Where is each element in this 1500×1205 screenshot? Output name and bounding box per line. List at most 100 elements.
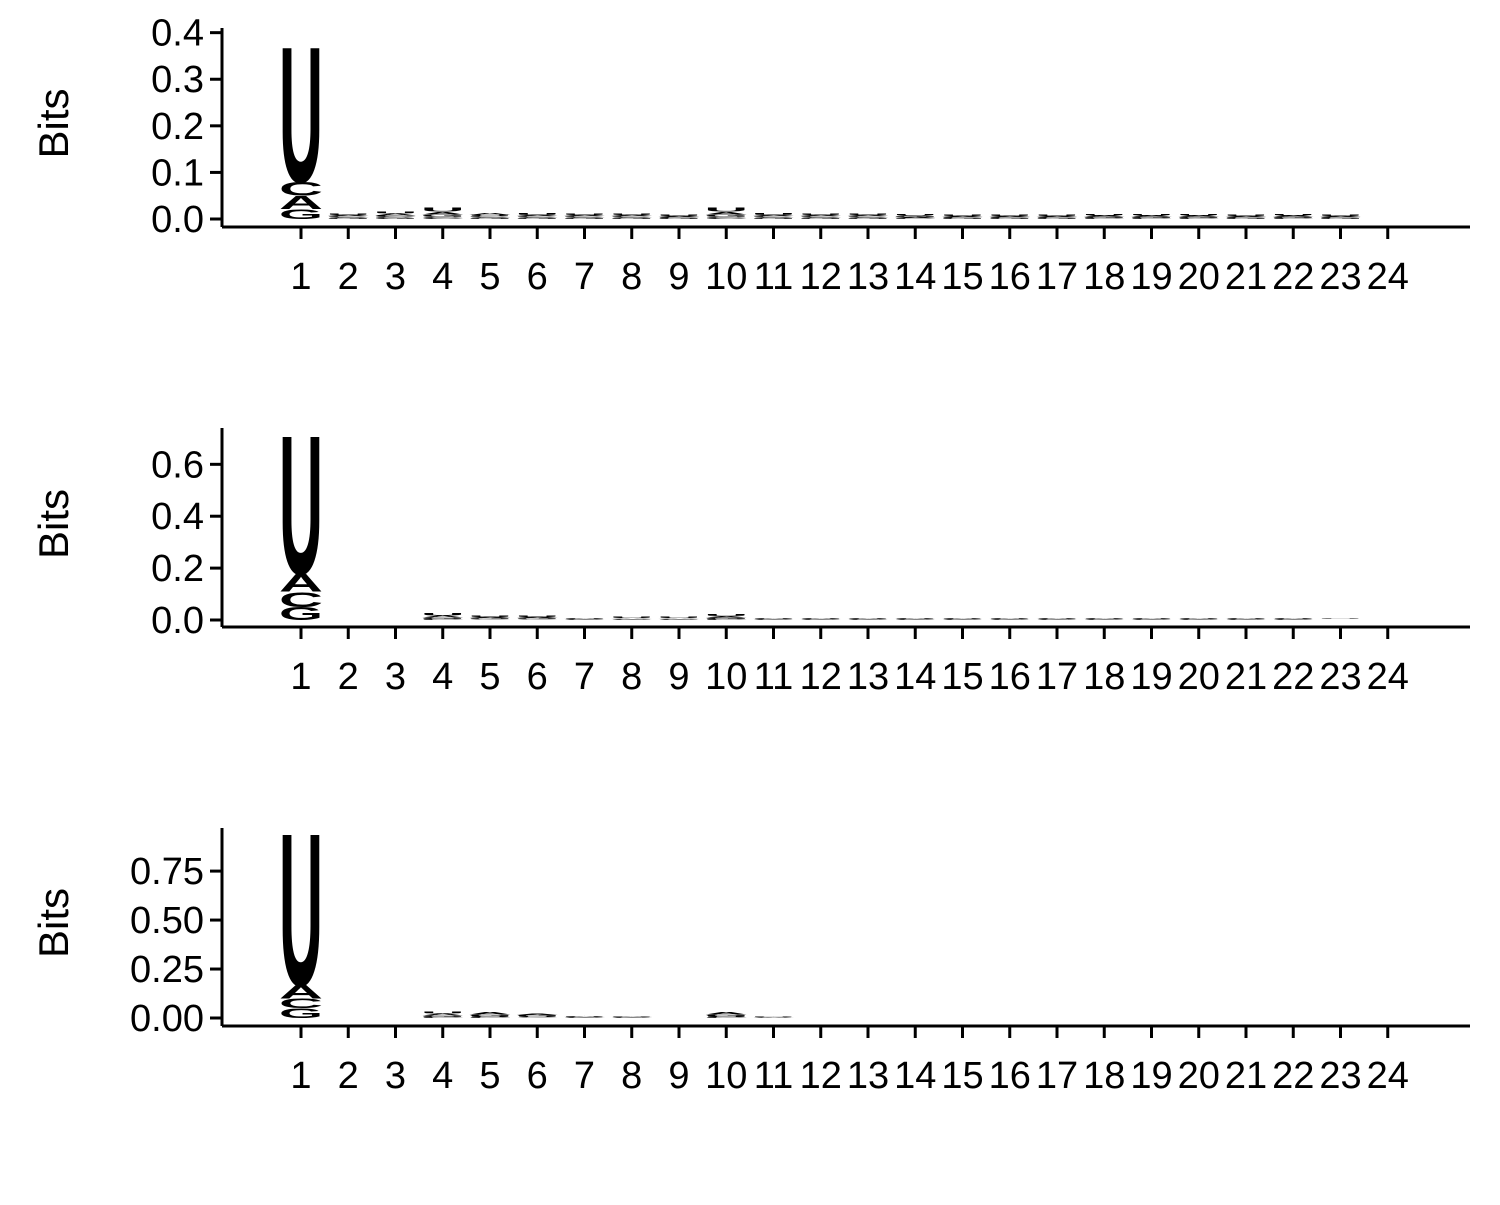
x-tick-label: 8	[621, 656, 642, 698]
x-tick-label: 8	[621, 1055, 642, 1097]
y-axis-label: Bits	[30, 489, 77, 559]
logo-letter-u: U	[1082, 617, 1126, 618]
logo-letter-u: U	[704, 614, 748, 617]
x-tick-label: 20	[1178, 1055, 1220, 1097]
logo-letter-u: U	[563, 213, 607, 215]
x-tick-label: 23	[1319, 256, 1361, 298]
x-tick-label: 5	[479, 1055, 500, 1097]
logo-letter-u: U	[657, 617, 701, 619]
x-tick-label: 16	[989, 1055, 1031, 1097]
logo-letter-u: U	[421, 612, 465, 616]
x-tick-label: 21	[1225, 656, 1267, 698]
x-tick-label: 7	[574, 1055, 595, 1097]
logo-letter-u: U	[846, 213, 890, 215]
x-tick-label: 24	[1367, 256, 1409, 298]
y-axis-label: Bits	[30, 888, 77, 958]
x-tick-label: 2	[338, 256, 359, 298]
x-tick-label: 16	[989, 256, 1031, 298]
x-tick-label: 18	[1083, 1055, 1125, 1097]
logo-letter-u: U	[799, 213, 843, 215]
x-tick-label: 7	[574, 656, 595, 698]
logo-letter-u: U	[279, 395, 323, 617]
x-tick-label: 20	[1178, 256, 1220, 298]
x-tick-label: 23	[1319, 656, 1361, 698]
logo-letter-u: U	[326, 213, 370, 215]
y-tick-label: 0.6	[151, 444, 204, 486]
x-tick-label: 14	[894, 1055, 936, 1097]
logo-letter-u: U	[799, 617, 843, 618]
logo-letter-u: U	[1318, 619, 1362, 620]
logo-letter-u: U	[610, 213, 654, 215]
x-tick-label: 22	[1272, 256, 1314, 298]
logo-letter-u: U	[1035, 214, 1079, 216]
y-tick-label: 0.4	[151, 496, 204, 538]
x-tick-label: 11	[754, 656, 793, 698]
x-tick-label: 5	[479, 656, 500, 698]
logo-letter-a: A	[468, 1011, 512, 1015]
logo-letter-u: U	[562, 617, 606, 618]
logo-letter-u: U	[421, 1011, 465, 1014]
logo-letter-u: U	[515, 616, 559, 618]
x-tick-label: 22	[1272, 1055, 1314, 1097]
logo-letter-u: U	[988, 214, 1032, 216]
y-tick-label: 0.0	[151, 199, 204, 241]
logo-letter-u: U	[610, 617, 654, 619]
y-tick-label: 0.75	[130, 851, 204, 893]
x-tick-label: 3	[385, 1055, 406, 1097]
x-tick-label: 24	[1367, 1055, 1409, 1097]
logo-letter-u: U	[1082, 214, 1126, 216]
x-tick-label: 11	[754, 1055, 793, 1097]
x-tick-label: 1	[290, 256, 311, 298]
logo-letter-u: U	[279, 8, 323, 224]
logo-letter-a: A	[515, 1013, 559, 1015]
y-tick-label: 0.00	[130, 998, 204, 1040]
x-tick-label: 6	[527, 1055, 548, 1097]
x-tick-label: 4	[432, 256, 453, 298]
x-tick-label: 19	[1130, 256, 1172, 298]
x-tick-label: 6	[527, 256, 548, 298]
x-tick-label: 9	[668, 656, 689, 698]
x-tick-label: 3	[385, 256, 406, 298]
x-tick-label: 19	[1130, 656, 1172, 698]
logo-letter-a: A	[562, 1015, 606, 1016]
logo-letter-u: U	[704, 207, 748, 213]
logo-letter-a: A	[704, 1011, 748, 1015]
x-tick-label: 17	[1036, 656, 1078, 698]
y-tick-label: 0.2	[151, 106, 204, 148]
x-tick-label: 14	[894, 656, 936, 698]
logo-panel-1: 0.00.10.20.30.4Bits1 2 3 4 5 6 7 8 9 10 11 12 13 14 15…	[30, 8, 1470, 298]
logo-letter-u: U	[893, 618, 937, 619]
logo-letter-u: U	[893, 214, 937, 216]
y-tick-label: 0.1	[151, 152, 204, 194]
logo-panel-3: 0.000.250.500.75Bits1 2 3 4 5 6 7 8 9 10 11 12 13 14 1…	[30, 787, 1470, 1097]
logo-letter-u: U	[1271, 214, 1315, 216]
logo-letter-u: U	[1177, 617, 1221, 618]
x-tick-label: 9	[668, 1055, 689, 1097]
x-tick-label: 3	[385, 656, 406, 698]
x-tick-label: 14	[894, 256, 936, 298]
logo-letter-u: U	[751, 617, 795, 618]
logo-letter-u: U	[374, 211, 418, 214]
logo-panel-2: 0.00.20.40.6Bits1 2 3 4 5 6 7 8 9 10 11 12 13 14 15 16 1…	[30, 395, 1470, 698]
y-axis-label: Bits	[30, 88, 77, 158]
x-tick-label: 17	[1036, 256, 1078, 298]
x-tick-label: 19	[1130, 1055, 1172, 1097]
x-tick-label: 15	[941, 256, 983, 298]
x-tick-label: 13	[847, 256, 889, 298]
y-tick-label: 0.2	[151, 548, 204, 590]
logo-letter-u: U	[468, 615, 512, 617]
x-tick-label: 4	[432, 1055, 453, 1097]
x-tick-label: 12	[800, 256, 842, 298]
logo-letter-u: U	[657, 215, 701, 216]
logo-letter-u: U	[1224, 617, 1268, 618]
x-tick-label: 2	[338, 1055, 359, 1097]
x-tick-label: 11	[754, 256, 793, 298]
x-tick-label: 1	[290, 656, 311, 698]
logo-letter-u: U	[1129, 617, 1173, 618]
logo-letter-u: U	[1177, 214, 1221, 216]
x-tick-label: 15	[941, 656, 983, 698]
x-tick-label: 15	[941, 1055, 983, 1097]
x-tick-label: 13	[847, 1055, 889, 1097]
x-tick-label: 2	[338, 656, 359, 698]
